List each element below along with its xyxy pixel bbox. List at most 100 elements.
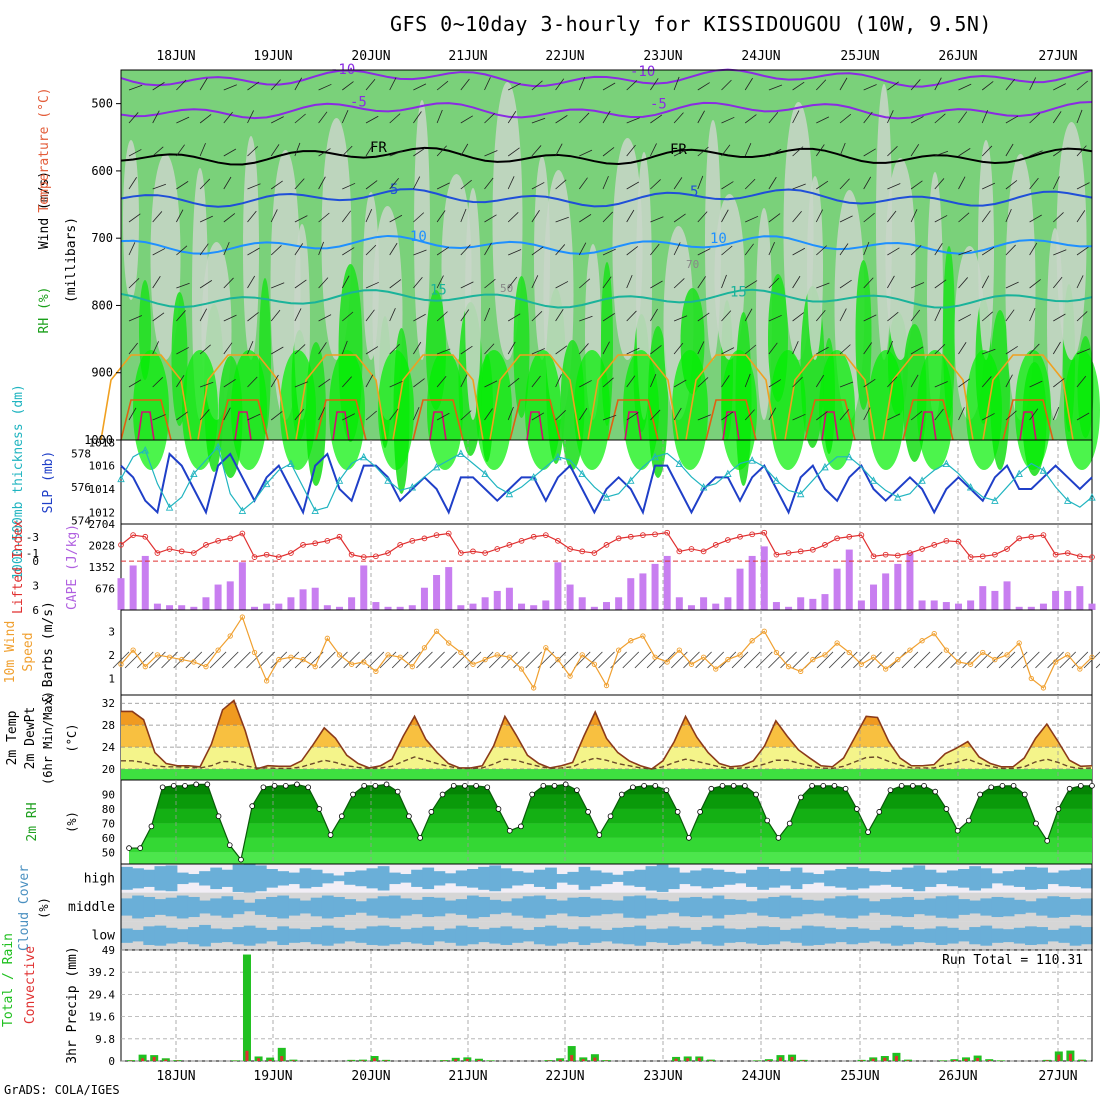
li-point (312, 540, 319, 547)
rh2m-point (126, 845, 132, 851)
wind-barb (792, 146, 804, 157)
wind-barb (934, 308, 942, 322)
wind-barb (1076, 210, 1086, 223)
wind-barb (816, 180, 829, 190)
cloud-cover-bar (366, 868, 379, 889)
thickness-point (627, 476, 635, 484)
temperature-contour-warm (295, 354, 387, 441)
temperature-contour-warm (685, 354, 777, 441)
cloud-cover-bar (310, 869, 323, 887)
cloud-cover-bar (623, 927, 636, 945)
wind-barb (436, 348, 451, 355)
wind10m-point (142, 664, 148, 670)
wind-barb (578, 242, 587, 256)
wind-barb (318, 407, 326, 421)
li-point (967, 554, 974, 560)
cloud-cover-bar (377, 866, 390, 891)
wind-barb (721, 411, 734, 421)
wind-barb (270, 411, 283, 421)
cloud-cover-bar (187, 874, 200, 883)
wind-barb (223, 148, 237, 157)
cloud-cover-bar (757, 898, 769, 916)
wind10m-barb (513, 651, 530, 669)
wind-barb (1029, 380, 1043, 388)
cape-bar (1052, 590, 1060, 610)
wind-barb (199, 77, 208, 91)
cloud-cover-bar (478, 896, 490, 918)
wind-barb (176, 310, 186, 322)
cloud-cover-bar (656, 864, 669, 892)
rh2m-point (193, 781, 199, 788)
slp-axis-label: SLP (mb) (41, 451, 56, 514)
cape-bar (833, 568, 841, 610)
cloud-cover-bar (533, 869, 546, 887)
cloud-cover-bar (1036, 927, 1048, 945)
li-point (749, 531, 756, 538)
cloud-cover-bar (913, 865, 926, 892)
wind10m-barb (853, 651, 870, 669)
wind-barb (199, 344, 211, 355)
thickness-point (190, 469, 198, 478)
rh-tick-label: 60 (102, 832, 115, 845)
wind10m-point (276, 656, 282, 663)
wind-barb (294, 113, 306, 124)
cloud-cover-bar (299, 900, 312, 914)
wind-barb (650, 114, 663, 124)
wind-barb (199, 409, 210, 421)
rh2m-point (462, 782, 468, 789)
wind-barb (436, 412, 450, 421)
wind-barb (1076, 412, 1090, 421)
temperature-contour-warm (587, 354, 679, 441)
rh2m-point (607, 813, 614, 820)
rh2m-point (1022, 791, 1028, 798)
wind-barb (958, 342, 967, 355)
wind-barb (863, 111, 873, 124)
thickness-point (699, 483, 708, 491)
cloud-cover-bar (746, 927, 758, 944)
wind-barb (863, 342, 873, 355)
wind-barb (555, 78, 565, 91)
rh-dry-area (123, 140, 139, 300)
wind-barb (342, 182, 356, 190)
wind-barb (839, 215, 853, 223)
wind-barb (697, 377, 709, 388)
cape-bar (1064, 590, 1072, 610)
cloud-cover-bar (344, 929, 356, 942)
wind-barb (294, 408, 305, 421)
li-point (567, 546, 573, 552)
wind-barb (318, 83, 332, 91)
li-point (1040, 532, 1047, 538)
wind-barb (602, 248, 616, 256)
li-point (118, 542, 124, 548)
rh-moist-area (427, 350, 463, 470)
wind-barb (579, 112, 590, 124)
wind-barb (247, 340, 254, 355)
wind-barb (365, 79, 376, 91)
li-point (907, 550, 913, 556)
rh-dry-area (783, 102, 814, 360)
wind-barb (413, 83, 427, 91)
wind-barb (934, 279, 947, 289)
wind-barb (484, 307, 491, 322)
li-point (1028, 533, 1035, 540)
rh-tick-label: 90 (102, 788, 115, 801)
wind-barb (555, 345, 568, 355)
wind-barb (958, 212, 970, 223)
wind10m-point (967, 661, 974, 667)
wind10m-barb (828, 651, 846, 669)
wind-barb (1005, 244, 1016, 256)
rh2m-point (674, 809, 681, 815)
wind-barb (626, 80, 638, 91)
cloud-cover-bar (243, 925, 256, 946)
cloud-cover-bar (578, 926, 591, 945)
cape-bar (748, 555, 756, 610)
cape-bar (214, 584, 222, 610)
rh2m-point (742, 782, 748, 789)
cape-bar (615, 597, 623, 610)
wind-barb (247, 275, 256, 289)
rh-dry-area (885, 158, 916, 360)
wind-barb (1005, 208, 1012, 223)
thickness-point (772, 476, 781, 484)
wind-barb (1076, 375, 1087, 388)
wind-barb (199, 280, 213, 289)
